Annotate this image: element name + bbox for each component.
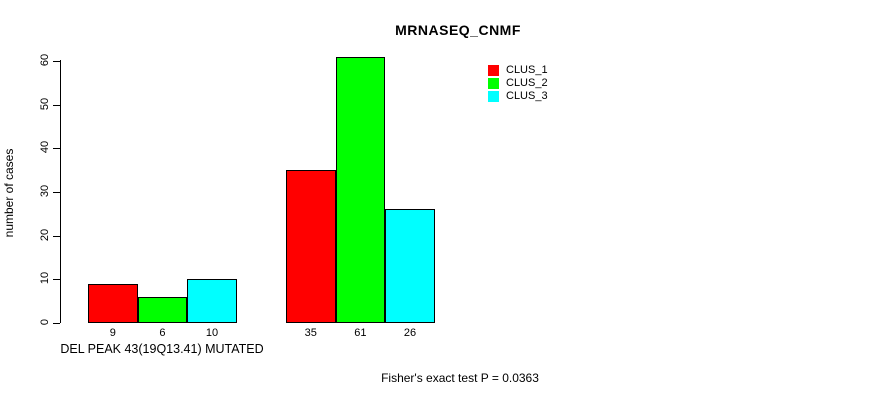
y-tick-mark	[53, 148, 60, 150]
legend-item-clus_1: CLUS_1	[488, 64, 548, 77]
bar-value-label: 10	[205, 327, 219, 339]
y-axis-label: number of cases	[2, 148, 16, 238]
legend-label: CLUS_1	[506, 64, 548, 76]
bar-clus_1-group-1	[88, 283, 138, 323]
x-axis-label: DEL PEAK 43(19Q13.41) MUTATED	[60, 342, 264, 356]
y-tick-mark	[53, 235, 60, 237]
y-tick-label: 60	[39, 53, 51, 67]
legend-label: CLUS_2	[506, 77, 548, 89]
bar-value-label: 26	[403, 327, 417, 339]
y-tick-mark	[53, 104, 60, 106]
y-tick-label: 40	[39, 141, 51, 154]
legend-label: CLUS_3	[506, 90, 548, 102]
bar-value-label: 61	[354, 327, 367, 339]
y-tick-label: 50	[39, 97, 51, 110]
fisher-test-annotation: Fisher's exact test P = 0.0363	[381, 371, 539, 385]
legend: CLUS_1 CLUS_2 CLUS_3	[488, 64, 548, 103]
bar-clus_2-group-2	[335, 56, 386, 323]
chart-title: MRNASEQ_CNMF	[395, 22, 521, 38]
y-tick-mark	[53, 191, 60, 193]
bar-value-label: 6	[159, 327, 166, 339]
legend-swatch-icon	[488, 65, 499, 76]
legend-item-clus_2: CLUS_2	[488, 77, 548, 90]
y-tick-mark	[53, 323, 60, 324]
y-axis-line	[60, 60, 61, 323]
bar-clus_1-group-2	[286, 170, 336, 323]
bar-clus_3-group-1	[187, 279, 237, 323]
legend-swatch-icon	[488, 78, 499, 89]
y-tick-label: 30	[39, 184, 51, 198]
y-tick-mark	[53, 60, 60, 62]
legend-swatch-icon	[488, 91, 499, 102]
bar-clus_3-group-2	[385, 209, 435, 323]
legend-item-clus_3: CLUS_3	[488, 90, 548, 103]
bar-value-label: 35	[304, 327, 317, 339]
y-tick-label: 0	[39, 318, 51, 326]
bar-clus_2-group-1	[137, 296, 188, 323]
y-tick-mark	[53, 279, 60, 281]
bar-value-label: 9	[109, 327, 116, 339]
y-tick-label: 20	[39, 228, 51, 241]
y-tick-label: 10	[39, 272, 51, 285]
